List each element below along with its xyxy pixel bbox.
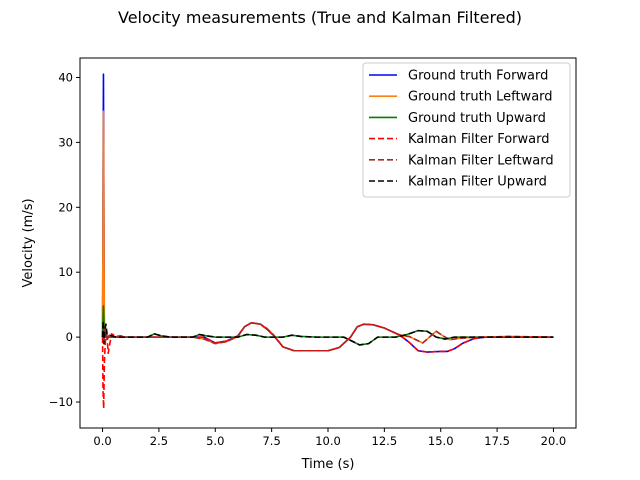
y-tick-label: 0 [66,330,73,344]
x-tick-label: 2.5 [150,434,168,448]
series-line-kalman-filter-forward [101,322,554,410]
y-axis-label: Velocity (m/s) [21,198,36,287]
x-axis-label: Time (s) [301,457,355,472]
chart-title: Velocity measurements (True and Kalman F… [118,8,522,27]
legend-label: Ground truth Upward [408,111,546,126]
x-axis: 0.0 2.5 5.0 7.5 10.0 12.5 15.0 17.5 20.0 [93,428,566,448]
y-axis: −10 0 10 20 30 40 [49,70,80,409]
legend-label: Kalman Filter Upward [408,175,547,190]
x-tick-label: 5.0 [206,434,224,448]
legend-label: Kalman Filter Forward [408,132,549,147]
legend-label: Kalman Filter Leftward [408,153,554,168]
x-tick-label: 7.5 [262,434,280,448]
series-line-kalman-filter-upward [101,320,554,346]
y-tick-label: 40 [58,70,73,84]
x-tick-label: 0.0 [93,434,111,448]
y-tick-label: 10 [58,265,73,279]
x-tick-label: 17.5 [484,434,510,448]
legend-label: Ground truth Leftward [408,90,553,105]
legend-label: Ground truth Forward [408,69,548,84]
legend-box [362,62,571,198]
y-tick-label: −10 [49,395,73,409]
y-tick-label: 30 [58,135,73,149]
x-tick-label: 10.0 [315,434,341,448]
series-line-ground-truth-upward [101,305,554,346]
legend: Ground truth Forward Ground truth Leftwar… [362,62,571,198]
series-layer [101,73,554,410]
x-tick-label: 12.5 [372,434,398,448]
y-tick-label: 20 [58,200,73,214]
x-tick-label: 15.0 [428,434,454,448]
x-tick-label: 20.0 [541,434,567,448]
